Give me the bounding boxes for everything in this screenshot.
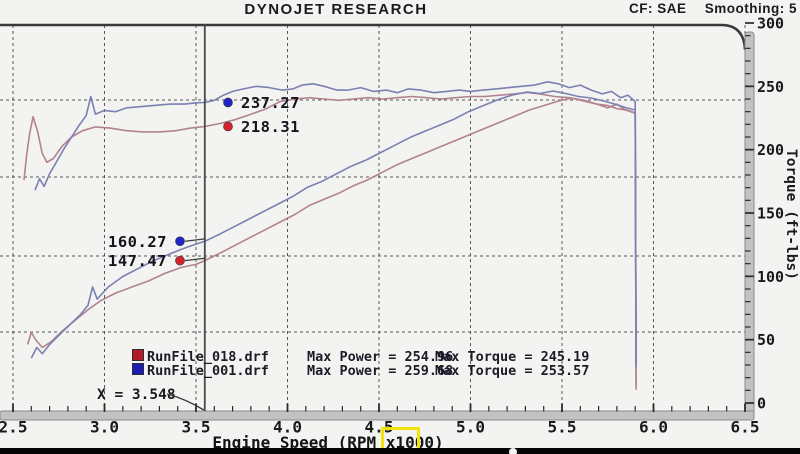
- readout-value: 147.47: [108, 252, 167, 270]
- readout-marker-blue: [175, 236, 185, 247]
- video-scrubber-handle[interactable]: [509, 448, 517, 454]
- correction-settings: CF: SAE Smoothing: 5: [629, 1, 797, 16]
- plot-top-border: [0, 23, 747, 51]
- torque-axis-label: Torque (ft-lbs): [783, 149, 799, 280]
- x-tick-label: 6.5: [731, 418, 760, 437]
- video-progress-bar[interactable]: [0, 448, 800, 454]
- readout-value: 218.31: [241, 118, 300, 136]
- readout-value: 237.27: [241, 94, 300, 112]
- legend-max-power: Max Power = 259.68: [307, 362, 454, 379]
- curve-runfile_018-drf-torque: [23, 91, 637, 386]
- x-tick-label: 6.0: [639, 418, 668, 437]
- legend-max-torque: Max Torque = 245.19: [435, 349, 590, 365]
- readout-value: 160.27: [108, 233, 167, 251]
- legend-max-power: Max Power = 254.96: [307, 349, 454, 365]
- cursor-group: X = 3.548: [97, 25, 206, 411]
- readout-marker-blue: [223, 97, 233, 108]
- torque-tick-label: 200: [757, 141, 784, 159]
- readout-marker-red: [175, 255, 185, 266]
- axis-ticks: [12, 22, 754, 412]
- legend-file-name: RunFile_001.drf: [147, 362, 269, 379]
- readout-pointer: [184, 238, 206, 242]
- cursor-x-label: X = 3.548: [97, 387, 176, 403]
- x-tick-label: 4.5: [365, 418, 394, 437]
- torque-tick-label: 250: [757, 78, 784, 96]
- dyno-curves: [23, 81, 637, 390]
- x-tick-label: 5.0: [456, 418, 485, 437]
- correction-factor-label: CF: SAE: [628, 1, 687, 16]
- page-title: DYNOJET RESEARCH: [244, 1, 428, 18]
- legend-swatch-red: [132, 349, 144, 361]
- axis-tick-labels: 2.5 3.0 3.5 4.0 4.5 5.0 5.5 6.0 6.5 0 50 100 150 200 2…: [0, 15, 784, 437]
- x-tick-label: 5.5: [548, 418, 577, 437]
- legend-swatch-blue: [132, 362, 144, 375]
- torque-tick-label: 150: [757, 205, 784, 223]
- curve-runfile_018-drf-power: [26, 97, 637, 390]
- readout-pointer: [184, 257, 206, 262]
- x-axis-label: Engine Speed (RPM x1000): [212, 433, 444, 452]
- x-tick-label: 2.5: [0, 418, 27, 437]
- legend-file-name: RunFile_018.drf: [147, 349, 269, 365]
- cursor-label-pointer: [166, 393, 205, 411]
- smoothing-label: Smoothing: 5: [704, 1, 797, 16]
- legend-max-torque: Max Torque = 253.57: [435, 362, 590, 379]
- bottom-axis-bar: [0, 410, 755, 421]
- torque-tick-label: 0: [757, 395, 766, 413]
- readout-marker-red: [223, 121, 233, 132]
- torque-tick-label: 100: [757, 268, 784, 286]
- legend-row-runfile-018: RunFile_018.drf Max Power = 254.96 Max T…: [132, 349, 589, 365]
- legend-row-runfile-001: RunFile_001.drf Max Power = 259.68 Max T…: [132, 362, 589, 379]
- x-tick-label: 3.0: [90, 418, 119, 437]
- torque-tick-label: 300: [757, 15, 784, 33]
- x-tick-label: 4.0: [273, 418, 302, 437]
- x-tick-label: 3.5: [182, 418, 211, 437]
- torque-tick-label: 50: [757, 331, 775, 349]
- curve-runfile_001-drf-power: [30, 90, 637, 368]
- curve-runfile_001-drf-torque: [34, 81, 637, 363]
